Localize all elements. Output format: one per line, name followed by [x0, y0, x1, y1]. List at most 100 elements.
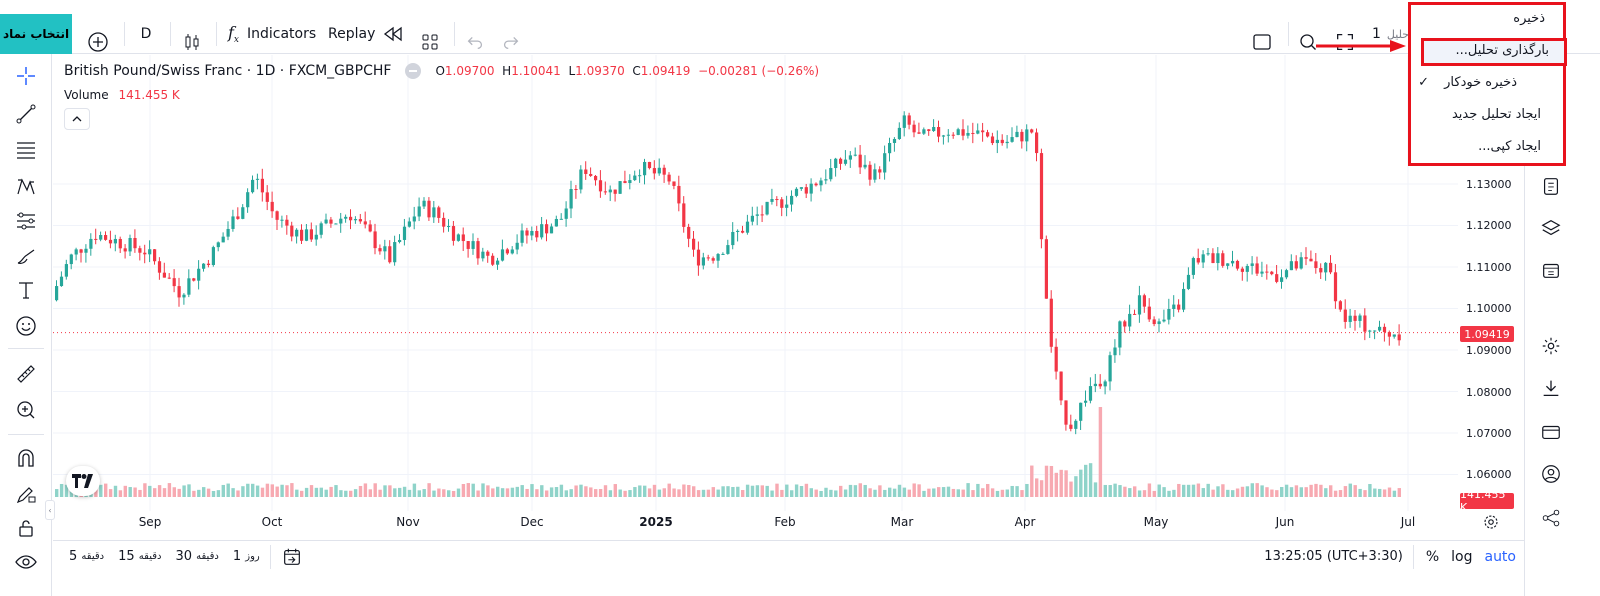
volume-bar [1343, 486, 1348, 497]
visibility-tool[interactable] [12, 548, 40, 576]
volume-bar [334, 485, 338, 497]
lock-tool[interactable] [12, 514, 40, 542]
volume-bar [1123, 486, 1127, 497]
collapse-legend-button[interactable] [64, 108, 90, 130]
percent-scale-button[interactable]: % [1425, 548, 1440, 565]
candle-body [1088, 386, 1093, 401]
candle-body [407, 221, 411, 227]
volume-bar [64, 484, 69, 497]
log-scale-button[interactable]: log [1451, 548, 1473, 565]
notes-button[interactable] [1537, 172, 1565, 200]
layouts-button[interactable] [418, 22, 442, 62]
candle-body [1074, 420, 1078, 429]
pattern-tool[interactable] [12, 172, 40, 200]
volume-label: Volume [64, 88, 109, 102]
menu-item-load-layout[interactable]: بارگذاری تحلیل... [1455, 43, 1549, 58]
volume-bar [966, 483, 970, 497]
menu-item-new-layout[interactable]: ایجاد تحلیل جدید [1451, 107, 1541, 122]
fullscreen-button[interactable] [1334, 22, 1356, 62]
menu-item-make-copy[interactable]: ایجاد کپی... [1478, 139, 1541, 154]
chart-type-button[interactable] [180, 22, 204, 62]
auto-scale-button[interactable]: auto [1484, 548, 1516, 565]
account-button[interactable] [1537, 460, 1565, 488]
layout-name: حليل [1386, 27, 1410, 41]
candle-body [976, 130, 980, 134]
menu-item-save[interactable]: ذخیره [1513, 11, 1545, 26]
candle-body [211, 247, 215, 265]
menu-item-autosave[interactable]: ذخیره خودکار [1444, 75, 1517, 90]
trend-line-tool[interactable] [12, 100, 40, 128]
volume-bar [986, 484, 990, 497]
candle-body [1157, 321, 1161, 325]
layout-name-button[interactable]: 1 حليل [1372, 14, 1409, 54]
fullscreen-frame-button[interactable] [1250, 22, 1274, 62]
volume-bar [1084, 464, 1088, 497]
ruler-icon [17, 365, 35, 383]
undo-button[interactable] [464, 22, 486, 62]
legend-menu-icon[interactable] [405, 63, 422, 79]
range-number: 15 [118, 549, 135, 564]
pencil-lock-icon [16, 487, 36, 504]
tradingview-logo[interactable] [66, 466, 100, 496]
range-button-1d[interactable]: 1 روز [229, 541, 264, 573]
chart-settings-button[interactable] [1482, 513, 1500, 535]
indicators-button[interactable]: fx Indicators [228, 14, 316, 54]
volume-bar [716, 489, 720, 497]
volume-bar [814, 489, 818, 497]
candle-body [613, 189, 617, 194]
timezone-button[interactable]: 13:25:05 (UTC+3:30) [1264, 549, 1403, 564]
object-tree-button[interactable] [1537, 214, 1565, 242]
candle-body [466, 241, 470, 249]
volume-bar [1196, 483, 1201, 497]
settings-button[interactable] [1537, 332, 1565, 360]
volume-bar [1186, 484, 1191, 497]
download-button[interactable] [1537, 374, 1565, 402]
calendar-arrow-icon [283, 548, 300, 565]
candle-body [917, 132, 921, 134]
candle-body [172, 278, 176, 287]
lock-drawings-edit-tool[interactable] [12, 480, 40, 508]
candle-body [1025, 129, 1029, 142]
interval-button[interactable]: D [140, 26, 152, 42]
zoom-tool[interactable] [12, 396, 40, 424]
range-button-30m[interactable]: 30 دقيقه [171, 541, 222, 573]
volume-bar [569, 489, 573, 497]
symbol-title[interactable]: British Pound/Swiss Franc · 1D · FXCM_GB… [64, 63, 392, 79]
measure-tool[interactable] [12, 360, 40, 388]
volume-bar [1128, 488, 1132, 497]
credit-card-icon [1542, 425, 1560, 440]
candle-body [736, 230, 740, 232]
share-button[interactable] [1537, 504, 1565, 532]
range-button-15m[interactable]: 15 دقيقه [114, 541, 165, 573]
magnet-tool[interactable] [12, 444, 40, 472]
redo-button[interactable] [500, 22, 522, 62]
card-button[interactable] [1537, 418, 1565, 446]
replay-button[interactable]: Replay [328, 14, 405, 54]
cursor-tool[interactable] [12, 62, 40, 90]
volume-bar [162, 488, 167, 497]
undo-icon [467, 36, 483, 50]
volume-bar [770, 490, 774, 497]
emoji-tool[interactable] [12, 312, 40, 340]
compare-symbol-button[interactable] [86, 22, 110, 62]
price-chart[interactable] [53, 55, 1458, 511]
brush-tool[interactable] [12, 242, 40, 270]
candle-body [564, 208, 568, 219]
goto-date-button[interactable] [277, 541, 307, 573]
forecast-tool[interactable] [12, 206, 40, 234]
text-tool[interactable] [12, 276, 40, 304]
quick-search-button[interactable] [1296, 22, 1320, 62]
range-button-5m[interactable]: 5 دقيقه [65, 541, 108, 573]
volume-bar [128, 487, 132, 497]
candle-body [442, 217, 446, 227]
volume-bar [1049, 465, 1054, 497]
calendar-button[interactable] [1537, 256, 1565, 284]
candle-body [378, 248, 382, 252]
volume-bar [427, 483, 431, 497]
candle-body [471, 241, 475, 249]
volume-bar [476, 490, 480, 497]
symbol-search-button[interactable]: انتخاب نماد [0, 14, 72, 54]
scroll-left-button[interactable]: ‹ [45, 500, 55, 520]
volume-bar [319, 487, 323, 497]
fib-tool[interactable] [12, 136, 40, 164]
